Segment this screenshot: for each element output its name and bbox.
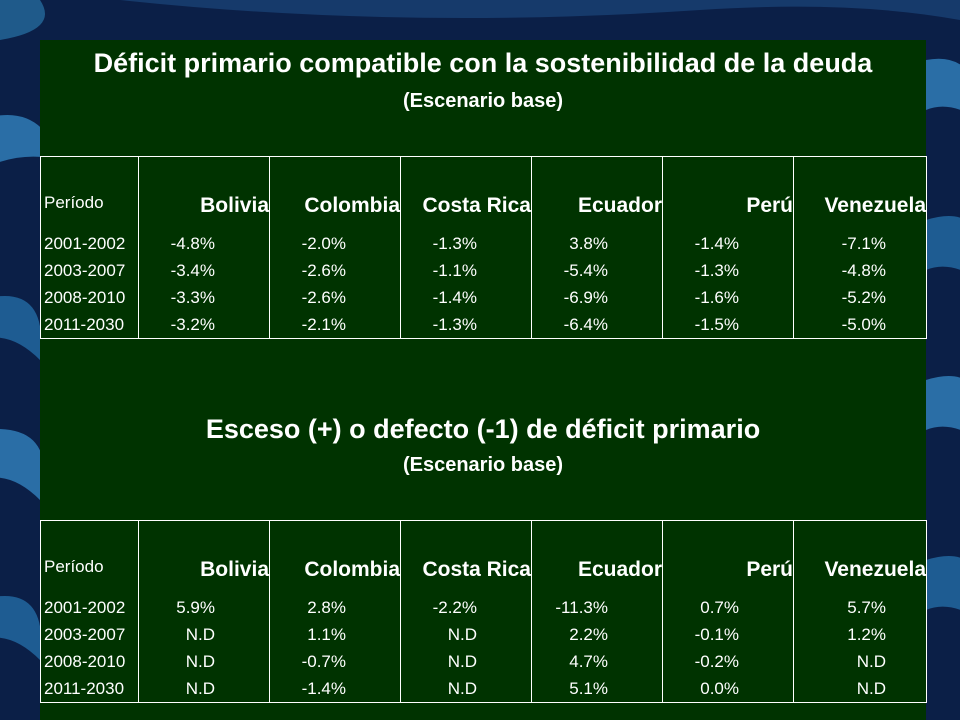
value-cell: -7.1% — [793, 230, 927, 257]
table-row: 2003-2007 -3.4% -2.6% -1.1% -5.4% -1.3% … — [40, 257, 927, 284]
value-cell: -2.2% — [400, 594, 532, 621]
period-cell: 2001-2002 — [40, 230, 139, 257]
header-peru: Perú — [662, 156, 794, 218]
spacer-row — [40, 218, 927, 230]
value-cell: -0.2% — [662, 648, 794, 675]
value-cell: -1.5% — [662, 311, 794, 339]
spacer-row — [40, 582, 927, 594]
header-venezuela: Venezuela — [793, 520, 927, 582]
header-bolivia: Bolivia — [138, 156, 270, 218]
value-cell: -5.4% — [531, 257, 663, 284]
value-cell: -0.7% — [269, 648, 401, 675]
value-cell: -1.1% — [400, 257, 532, 284]
value-cell: 5.7% — [793, 594, 927, 621]
table-row: 2008-2010 -3.3% -2.6% -1.4% -6.9% -1.6% … — [40, 284, 927, 311]
value-cell: -5.2% — [793, 284, 927, 311]
value-cell: -1.4% — [269, 675, 401, 703]
value-cell: N.D — [138, 675, 270, 703]
section1-subtitle: (Escenario base) — [402, 90, 564, 112]
value-cell: N.D — [400, 621, 532, 648]
value-cell: N.D — [138, 648, 270, 675]
value-cell: -3.2% — [138, 311, 270, 339]
value-cell: 0.0% — [662, 675, 794, 703]
period-cell: 2003-2007 — [40, 257, 139, 284]
value-cell: 1.1% — [269, 621, 401, 648]
table-row: 2001-2002 5.9% 2.8% -2.2% -11.3% 0.7% 5.… — [40, 594, 927, 621]
section2-subtitle: (Escenario base) — [402, 454, 564, 476]
header-costa-rica: Costa Rica — [400, 156, 532, 218]
value-cell: N.D — [793, 675, 927, 703]
value-cell: 1.2% — [793, 621, 927, 648]
value-cell: 3.8% — [531, 230, 663, 257]
value-cell: -1.3% — [400, 311, 532, 339]
value-cell: 2.8% — [269, 594, 401, 621]
value-cell: -2.6% — [269, 257, 401, 284]
table-header-row: Período Bolivia Colombia Costa Rica Ecua… — [40, 156, 927, 218]
value-cell: -1.4% — [662, 230, 794, 257]
value-cell: -3.4% — [138, 257, 270, 284]
table-row: 2001-2002 -4.8% -2.0% -1.3% 3.8% -1.4% -… — [40, 230, 927, 257]
table-header-row: Período Bolivia Colombia Costa Rica Ecua… — [40, 520, 927, 582]
value-cell: -2.0% — [269, 230, 401, 257]
section1-title: Déficit primario compatible con la soste… — [93, 48, 873, 78]
header-periodo: Período — [40, 156, 139, 218]
value-cell: -6.9% — [531, 284, 663, 311]
header-bolivia: Bolivia — [138, 520, 270, 582]
table-row: 2011-2030 -3.2% -2.1% -1.3% -6.4% -1.5% … — [40, 311, 927, 339]
value-cell: -1.4% — [400, 284, 532, 311]
deficit-table: Período Bolivia Colombia Costa Rica Ecua… — [40, 156, 927, 339]
table-row: 2003-2007 N.D 1.1% N.D 2.2% -0.1% 1.2% — [40, 621, 927, 648]
value-cell: N.D — [793, 648, 927, 675]
header-ecuador: Ecuador — [531, 156, 663, 218]
value-cell: -4.8% — [138, 230, 270, 257]
period-cell: 2001-2002 — [40, 594, 139, 621]
value-cell: -1.3% — [400, 230, 532, 257]
header-colombia: Colombia — [269, 520, 401, 582]
table-row: 2011-2030 N.D -1.4% N.D 5.1% 0.0% N.D — [40, 675, 927, 703]
header-costa-rica: Costa Rica — [400, 520, 532, 582]
value-cell: -11.3% — [531, 594, 663, 621]
value-cell: -2.6% — [269, 284, 401, 311]
period-cell: 2003-2007 — [40, 621, 139, 648]
content-panel: Déficit primario compatible con la soste… — [40, 40, 927, 720]
value-cell: N.D — [138, 621, 270, 648]
period-cell: 2008-2010 — [40, 648, 139, 675]
header-ecuador: Ecuador — [531, 520, 663, 582]
period-cell: 2011-2030 — [40, 311, 139, 339]
value-cell: -2.1% — [269, 311, 401, 339]
header-peru: Perú — [662, 520, 794, 582]
value-cell: N.D — [400, 675, 532, 703]
value-cell: -4.8% — [793, 257, 927, 284]
value-cell: 4.7% — [531, 648, 663, 675]
header-periodo: Período — [40, 520, 139, 582]
table-row: 2008-2010 N.D -0.7% N.D 4.7% -0.2% N.D — [40, 648, 927, 675]
value-cell: 5.9% — [138, 594, 270, 621]
value-cell: -5.0% — [793, 311, 927, 339]
header-colombia: Colombia — [269, 156, 401, 218]
header-venezuela: Venezuela — [793, 156, 927, 218]
value-cell: -3.3% — [138, 284, 270, 311]
value-cell: -1.6% — [662, 284, 794, 311]
value-cell: 5.1% — [531, 675, 663, 703]
value-cell: -0.1% — [662, 621, 794, 648]
value-cell: -6.4% — [531, 311, 663, 339]
period-cell: 2011-2030 — [40, 675, 139, 703]
value-cell: 0.7% — [662, 594, 794, 621]
period-cell: 2008-2010 — [40, 284, 139, 311]
section2-title: Esceso (+) o defecto (-1) de déficit pri… — [205, 414, 761, 444]
value-cell: -1.3% — [662, 257, 794, 284]
excess-deficit-table: Período Bolivia Colombia Costa Rica Ecua… — [40, 520, 927, 703]
value-cell: N.D — [400, 648, 532, 675]
value-cell: 2.2% — [531, 621, 663, 648]
